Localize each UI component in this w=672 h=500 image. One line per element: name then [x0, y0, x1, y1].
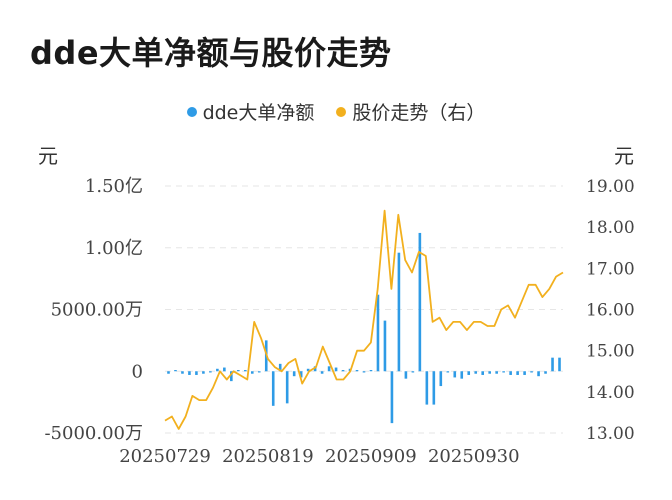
legend-label-dde: dde大单净额: [202, 102, 315, 124]
right-axis-unit: 元: [614, 144, 634, 168]
right-tick-label: 14.00: [586, 383, 635, 403]
bar: [257, 371, 261, 373]
bar: [537, 371, 540, 377]
right-tick-label: 19.00: [586, 177, 635, 197]
bar: [327, 366, 331, 372]
bar: [292, 371, 296, 377]
x-tick-label: 20250930: [428, 446, 520, 467]
bar: [188, 371, 191, 375]
right-tick-label: 16.00: [586, 301, 635, 321]
bar: [271, 371, 275, 406]
bar: [355, 370, 359, 372]
bar: [250, 371, 254, 374]
bar: [467, 371, 471, 375]
bar: [551, 357, 554, 372]
bar: [453, 371, 457, 378]
bar: [383, 320, 387, 372]
bar: [278, 363, 282, 372]
legend-dot-price: [336, 106, 347, 117]
bar: [460, 371, 464, 379]
bar: [390, 371, 394, 424]
bar: [243, 370, 247, 372]
bar: [544, 371, 547, 374]
x-tick-label: 20250909: [325, 446, 417, 467]
bar: [306, 368, 310, 372]
bar: [376, 294, 380, 372]
bar: [530, 371, 533, 373]
bar: [488, 371, 491, 374]
right-tick-label: 17.00: [586, 259, 635, 279]
bar: [369, 370, 373, 372]
bar: [411, 371, 415, 373]
bar: [285, 371, 289, 404]
left-tick-label: 0: [132, 361, 143, 382]
bar: [223, 367, 226, 372]
legend-label-price: 股价走势（右）: [352, 102, 486, 124]
legend-dot-dde: [186, 106, 197, 117]
bar: [397, 252, 401, 372]
bar: [174, 370, 177, 372]
bar: [558, 357, 561, 372]
bar: [230, 371, 233, 382]
x-tick-label: 20250819: [222, 446, 314, 467]
right-tick-label: 13.00: [586, 424, 635, 444]
left-tick-label: -5000.00万: [44, 423, 143, 444]
bar: [202, 371, 205, 374]
left-tick-label: 1.50亿: [85, 176, 143, 197]
bar: [495, 371, 498, 374]
bar: [313, 366, 317, 372]
bar: [181, 371, 184, 374]
bar: [334, 367, 338, 372]
left-tick-label: 1.00亿: [85, 238, 143, 259]
legend-item-price[interactable]: 股价走势（右）: [336, 98, 485, 125]
chart-title: dde大单净额与股价走势: [30, 34, 392, 72]
bar: [341, 370, 345, 372]
bar: [509, 371, 512, 375]
right-tick-label: 18.00: [586, 218, 635, 238]
bar: [216, 368, 219, 372]
bar: [362, 371, 366, 373]
bar: [446, 371, 450, 373]
right-tick-label: 15.00: [586, 342, 635, 362]
bar: [432, 371, 436, 405]
bar: [425, 371, 429, 405]
bar: [320, 371, 324, 374]
bar: [502, 371, 505, 373]
bar: [523, 371, 526, 375]
x-tick-label: 20250729: [119, 446, 211, 467]
bar: [481, 371, 485, 375]
legend: dde大单净额 股价走势（右）: [0, 98, 672, 125]
bar: [237, 370, 240, 372]
bar: [195, 371, 198, 375]
left-tick-label: 5000.00万: [51, 300, 143, 321]
left-axis-unit: 元: [38, 144, 58, 168]
bar: [404, 371, 408, 379]
bar: [516, 371, 519, 375]
bar: [418, 232, 422, 372]
price-line: [164, 209, 564, 430]
bar: [209, 371, 212, 373]
bar: [299, 371, 303, 378]
bar: [167, 371, 170, 374]
bar: [474, 371, 478, 374]
legend-item-dde[interactable]: dde大单净额: [186, 98, 315, 125]
bar: [439, 371, 443, 387]
